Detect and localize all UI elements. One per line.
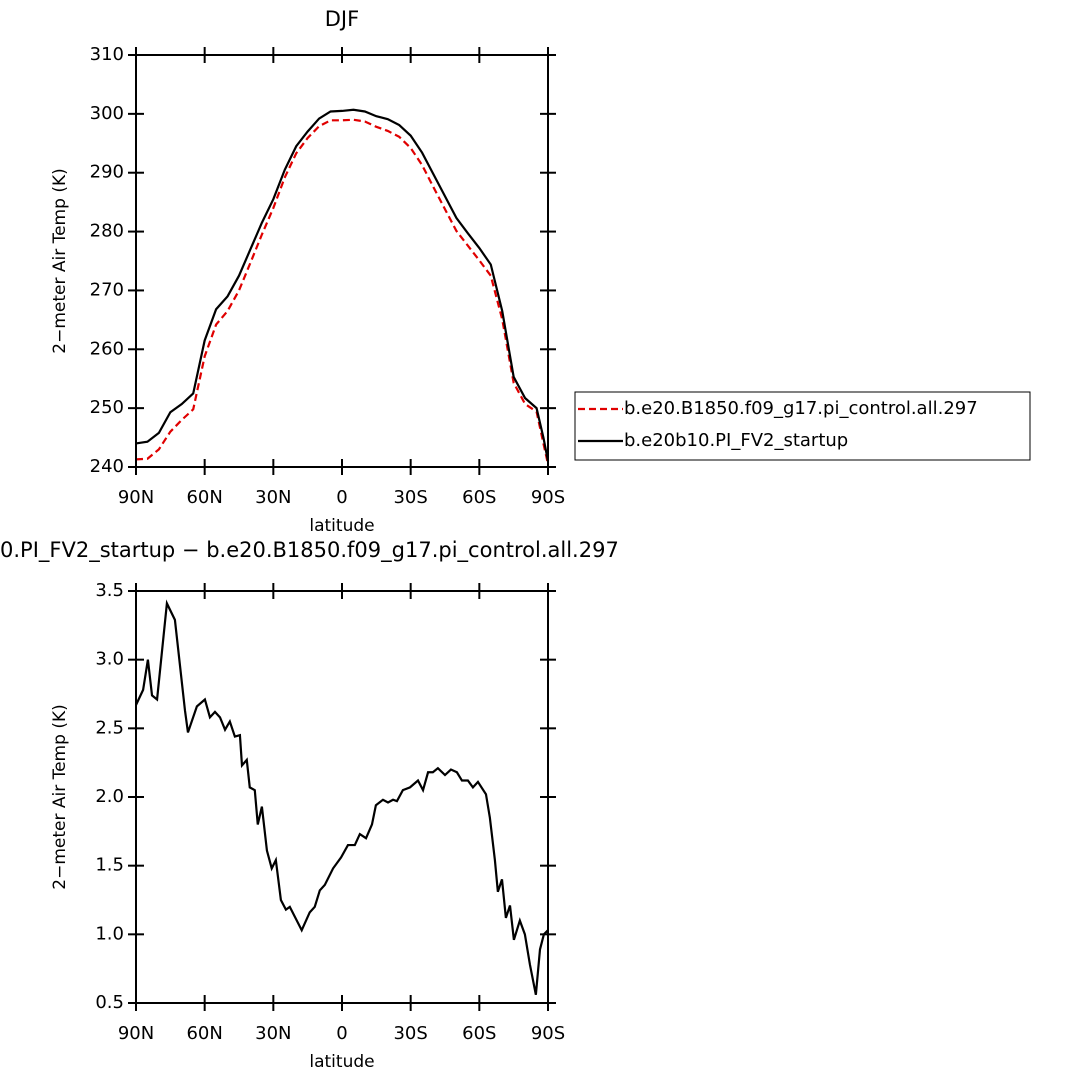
x-tick-label: 90N (118, 1023, 154, 1044)
y-tick-label: 2.5 (95, 717, 124, 738)
data-line (135, 108, 550, 462)
x-tick-label: 30S (393, 1023, 427, 1044)
y-tick-label: 1.5 (95, 855, 124, 876)
x-tick-label: 0 (336, 1023, 347, 1044)
x-tick-label: 0 (336, 487, 347, 508)
chart-title: DJF (325, 7, 359, 31)
x-tick-label: 60S (462, 1023, 496, 1044)
x-axis-label: latitude (309, 1052, 374, 1072)
y-tick-label: 0.5 (95, 992, 124, 1013)
y-tick-label: 1.0 (95, 923, 124, 944)
legend-label: b.e20.B1850.f09_g17.pi_control.all.297 (624, 398, 978, 419)
data-line (135, 118, 550, 465)
y-tick-label: 240 (90, 456, 124, 477)
y-tick-label: 300 (90, 103, 124, 124)
y-tick-label: 280 (90, 221, 124, 242)
y-tick-label: 310 (90, 44, 124, 65)
x-tick-label: 60S (462, 487, 496, 508)
x-tick-label: 60N (186, 1023, 222, 1044)
plot-frame (135, 54, 549, 468)
y-tick-label: 3.0 (95, 649, 124, 670)
legend-box (574, 391, 1031, 461)
x-tick-label: 90S (531, 487, 565, 508)
x-tick-label: 90N (118, 487, 154, 508)
x-tick-label: 30S (393, 487, 427, 508)
x-tick-label: 30N (255, 487, 291, 508)
y-axis-label: 2−meter Air Temp (K) (50, 168, 70, 353)
data-line (135, 599, 549, 995)
x-tick-label: 30N (255, 1023, 291, 1044)
y-tick-label: 290 (90, 162, 124, 183)
y-tick-label: 270 (90, 279, 124, 300)
y-tick-label: 250 (90, 397, 124, 418)
legend-label: b.e20b10.PI_FV2_startup (624, 430, 848, 451)
x-tick-label: 60N (186, 487, 222, 508)
plot-frame (135, 590, 549, 1004)
y-tick-label: 2.0 (95, 786, 124, 807)
y-tick-label: 3.5 (95, 580, 124, 601)
chart-title: 0.PI_FV2_startup − b.e20.B1850.f09_g17.p… (0, 538, 619, 563)
y-axis-label: 2−meter Air Temp (K) (50, 704, 70, 889)
y-tick-label: 260 (90, 338, 124, 359)
x-axis-label: latitude (309, 516, 374, 536)
x-tick-label: 90S (531, 1023, 565, 1044)
